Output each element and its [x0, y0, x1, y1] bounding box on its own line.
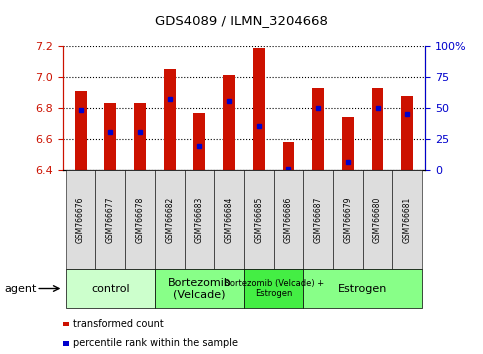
Bar: [401, 96, 413, 170]
Text: Bortezomib (Velcade) +
Estrogen: Bortezomib (Velcade) + Estrogen: [224, 279, 324, 298]
Text: GSM766679: GSM766679: [343, 196, 352, 243]
Text: GSM766676: GSM766676: [76, 196, 85, 243]
Text: Estrogen: Estrogen: [338, 284, 387, 293]
Text: GSM766682: GSM766682: [165, 196, 174, 242]
Text: GSM766678: GSM766678: [136, 196, 144, 243]
Bar: [223, 75, 235, 170]
Text: GSM766680: GSM766680: [373, 196, 382, 243]
Bar: [342, 117, 354, 170]
Text: GSM766677: GSM766677: [106, 196, 115, 243]
Bar: [104, 103, 116, 170]
Text: Bortezomib
(Velcade): Bortezomib (Velcade): [168, 278, 231, 299]
Bar: [134, 103, 146, 170]
Bar: [371, 88, 384, 170]
Text: GSM766687: GSM766687: [313, 196, 323, 243]
Bar: [283, 142, 295, 170]
Text: GSM766686: GSM766686: [284, 196, 293, 243]
Text: transformed count: transformed count: [73, 319, 164, 329]
Text: GSM766684: GSM766684: [225, 196, 234, 243]
Bar: [75, 91, 86, 170]
Text: GSM766685: GSM766685: [254, 196, 263, 243]
Text: GSM766683: GSM766683: [195, 196, 204, 243]
Text: control: control: [91, 284, 129, 293]
Bar: [253, 47, 265, 170]
Text: percentile rank within the sample: percentile rank within the sample: [73, 338, 239, 348]
Bar: [193, 113, 205, 170]
Text: GSM766681: GSM766681: [403, 196, 412, 242]
Text: agent: agent: [5, 284, 37, 293]
Bar: [164, 69, 176, 170]
Text: GDS4089 / ILMN_3204668: GDS4089 / ILMN_3204668: [155, 14, 328, 27]
Bar: [312, 88, 324, 170]
